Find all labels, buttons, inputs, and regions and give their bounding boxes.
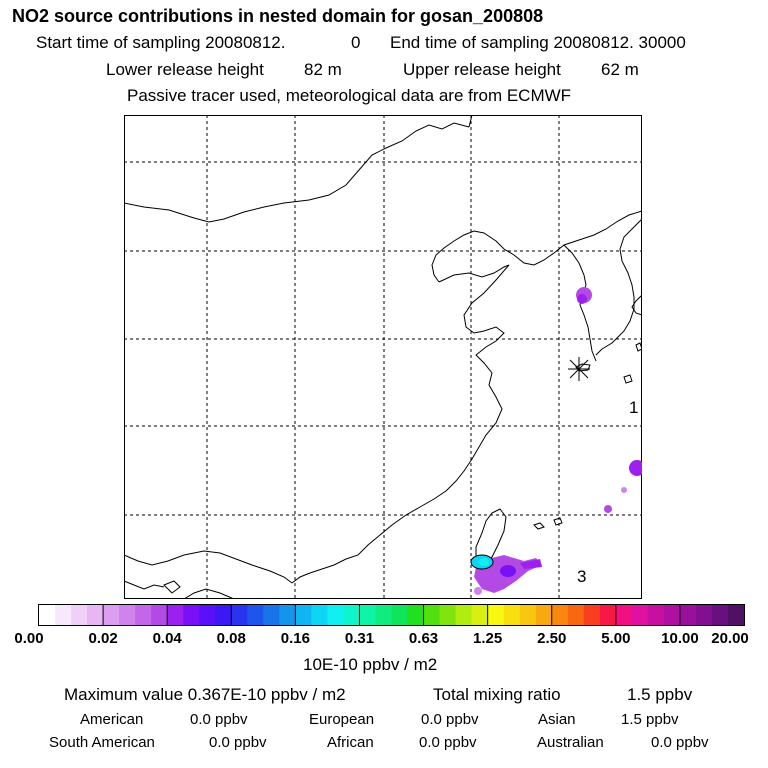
colorbar-tick-label: 0.02 [88, 630, 118, 647]
colorbar-cell [679, 605, 697, 625]
colorbar-cell [423, 605, 441, 625]
plume-taiwan-east [520, 559, 542, 569]
colorbar-cell [583, 605, 601, 625]
region-name: African [327, 734, 374, 751]
plume-korea-core [577, 294, 587, 304]
plume-dot-a [621, 487, 627, 493]
colorbar-cell [151, 605, 168, 625]
lower-release-value: 82 m [304, 60, 342, 79]
colorbar-cell [55, 605, 72, 625]
colorbar-cell [727, 605, 745, 625]
colorbar-cell [135, 605, 152, 625]
colorbar-tick-label: 0.04 [152, 630, 182, 647]
region-name: American [80, 711, 144, 728]
colorbar-cell [439, 605, 457, 625]
colorbar-cell [551, 605, 569, 625]
plume-taiwan-core [500, 565, 516, 577]
upper-release-label: Upper release height [403, 60, 561, 79]
colorbar-cell [631, 605, 649, 625]
colorbar-cell [199, 605, 216, 625]
colorbar-unit: 10E-10 ppbv / m2 [303, 655, 438, 674]
plume-japan [629, 460, 642, 476]
colorbar-cell [471, 605, 489, 625]
colorbar-cell [103, 605, 120, 625]
colorbar-cell [359, 605, 377, 625]
total-mixing-label: Total mixing ratio [433, 685, 561, 704]
colorbar-cell [87, 605, 104, 625]
region-name: Australian [537, 734, 604, 751]
total-mixing-value: 1.5 ppbv [627, 685, 693, 704]
plume-taiwan-max-core [479, 558, 489, 566]
colorbar-cell [71, 605, 88, 625]
colorbar-cell [407, 605, 425, 625]
colorbar-tick-label: 2.50 [537, 630, 567, 647]
plume-taiwan-tail [474, 587, 482, 595]
colorbar-frame [38, 604, 745, 626]
max-value-label: Maximum value 0.367E-10 ppbv / m2 [64, 685, 346, 704]
tracer-note: Passive tracer used, meteorological data… [127, 86, 572, 105]
start-time-label: Start time of sampling 20080812. [36, 33, 286, 52]
map-label-1: 1 [629, 398, 638, 417]
region-value: 0.0 ppbv [421, 711, 479, 728]
map-frame [124, 115, 642, 599]
map-panel: 1 3 [124, 115, 642, 599]
colorbar-tick-label: 1.25 [473, 630, 503, 647]
colorbar-cell [503, 605, 521, 625]
region-name: Asian [538, 711, 576, 728]
region-name: European [309, 711, 375, 728]
colorbar-cell [215, 605, 232, 625]
lat-lon-grid [124, 115, 642, 599]
colorbar-cell [487, 605, 505, 625]
colorbar-cell [343, 605, 361, 625]
colorbar-cell [279, 605, 296, 625]
colorbar-cell [183, 605, 200, 625]
region-value: 0.0 ppbv [419, 734, 477, 751]
plume-dot-b [604, 505, 612, 513]
lower-release-label: Lower release height [106, 60, 264, 79]
concentration-field [470, 287, 642, 595]
region-value: 1.5 ppbv [621, 711, 679, 728]
colorbar-cell [615, 605, 633, 625]
colorbar-tick-label: 0.00 [14, 630, 44, 647]
colorbar-cell [455, 605, 473, 625]
upper-release-value: 62 m [601, 60, 639, 79]
colorbar-tick-label: 20.00 [711, 630, 749, 647]
colorbar-cell [231, 605, 248, 625]
colorbar-tick-label: 5.00 [601, 630, 631, 647]
colorbar-cell [119, 605, 136, 625]
colorbar-tick-label: 0.63 [408, 630, 439, 647]
colorbar-cell [663, 605, 681, 625]
colorbar-cell [599, 605, 617, 625]
colorbar-cell [567, 605, 585, 625]
colorbar-cell [327, 605, 345, 625]
colorbar-cell [695, 605, 713, 625]
colorbar-cell [519, 605, 537, 625]
colorbar-cells [39, 605, 745, 625]
region-value: 0.0 ppbv [190, 711, 248, 728]
region-value: 0.0 ppbv [209, 734, 267, 751]
colorbar-tick-label: 0.16 [280, 630, 310, 647]
colorbar-cell [39, 605, 56, 625]
colorbar-tick-label: 10.00 [661, 630, 699, 647]
colorbar-cell [295, 605, 312, 625]
colorbar-cell [247, 605, 264, 625]
colorbar-cell [375, 605, 393, 625]
colorbar-tick-label: 0.31 [344, 630, 375, 647]
colorbar-cell [711, 605, 729, 625]
receptor-marker [568, 357, 590, 381]
chart-title: NO2 source contributions in nested domai… [12, 6, 544, 26]
colorbar-cell [391, 605, 409, 625]
region-value: 0.0 ppbv [651, 734, 709, 751]
start-time-value: 0 [351, 33, 361, 52]
colorbar-cell [263, 605, 280, 625]
colorbar-cell [167, 605, 184, 625]
region-name: South American [49, 734, 155, 751]
end-time-label: End time of sampling 20080812. 30000 [390, 33, 686, 52]
colorbar-cell [647, 605, 665, 625]
colorbar-dividers [102, 605, 681, 625]
map-label-3: 3 [577, 567, 586, 586]
colorbar-tick-label: 0.08 [216, 630, 246, 647]
colorbar-cell [535, 605, 553, 625]
colorbar-cell [311, 605, 329, 625]
